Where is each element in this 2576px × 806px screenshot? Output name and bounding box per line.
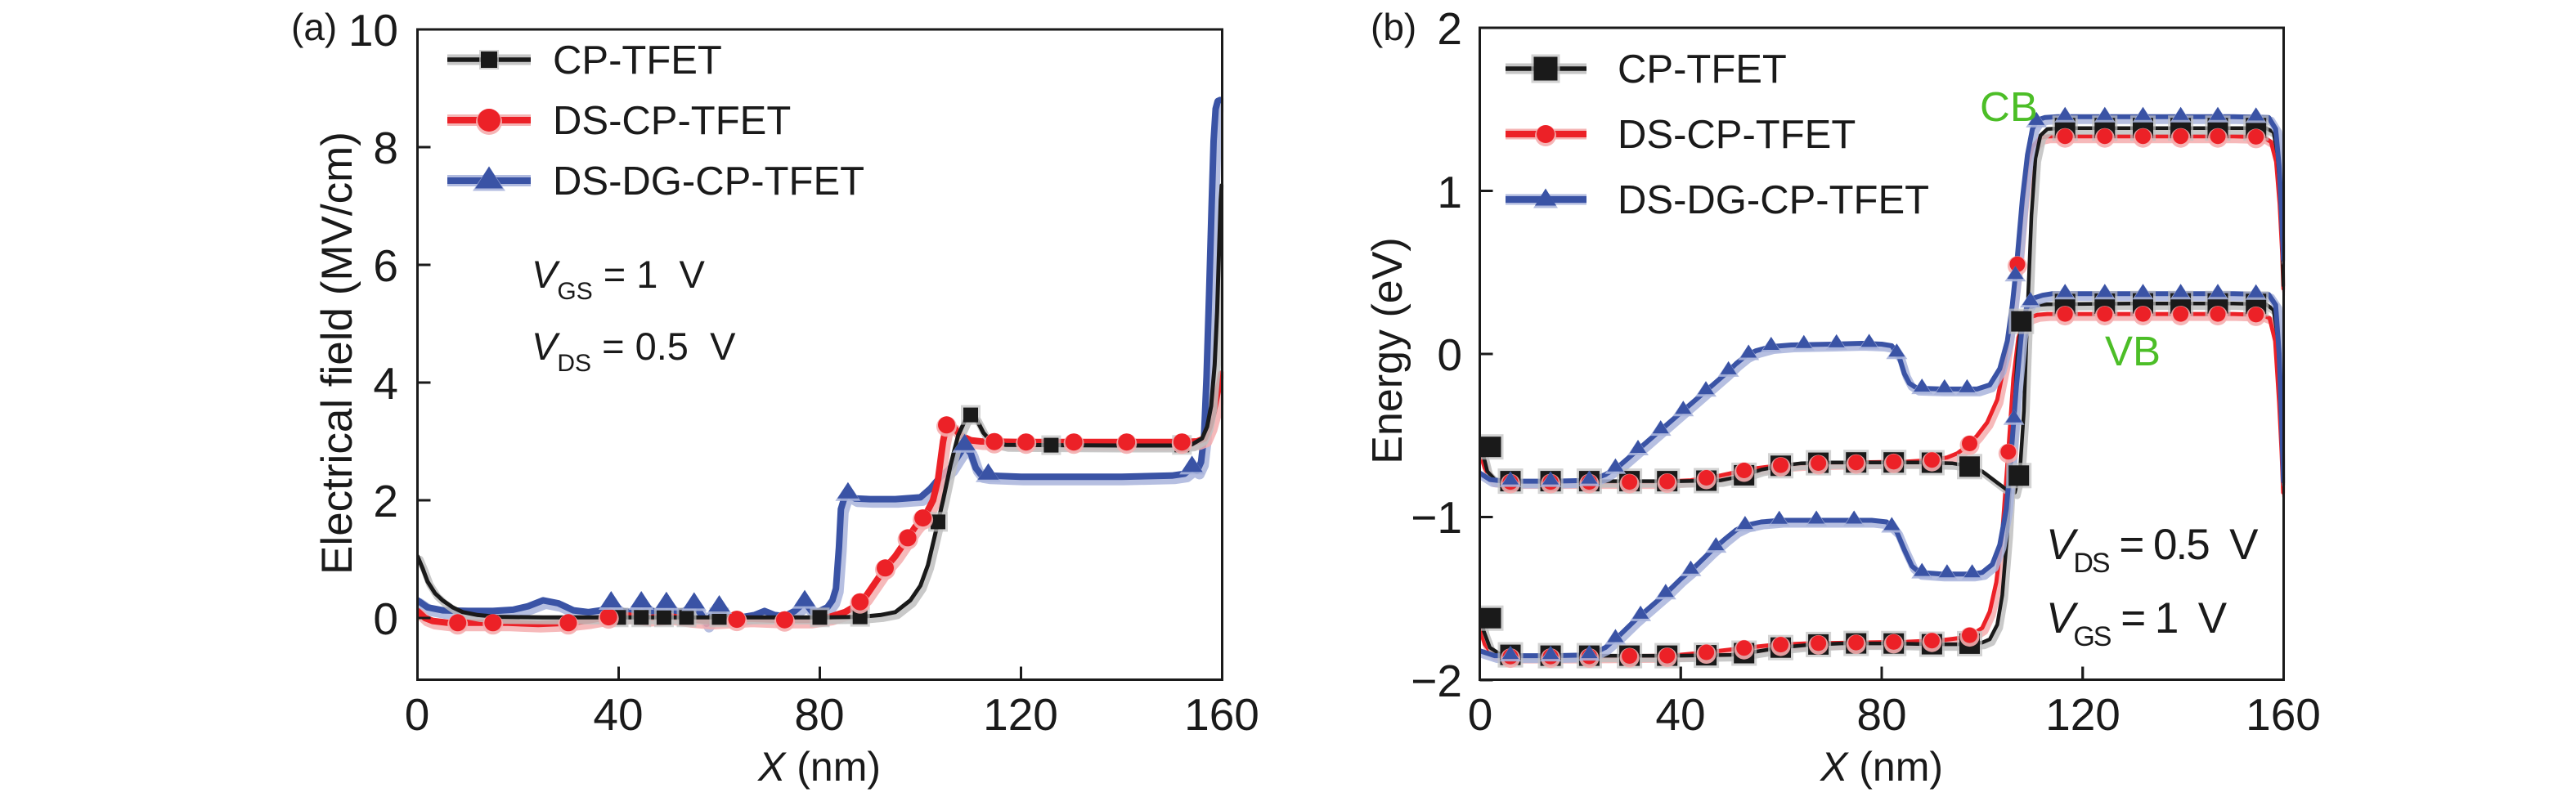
svg-text:DS-CP-TFET: DS-CP-TFET	[1618, 113, 1856, 157]
svg-text:40: 40	[593, 689, 643, 740]
svg-text:2: 2	[1437, 3, 1462, 54]
svg-text:80: 80	[794, 689, 844, 740]
svg-text:8: 8	[373, 123, 398, 173]
svg-text:CP-TFET: CP-TFET	[553, 38, 722, 83]
svg-text:0: 0	[373, 593, 398, 644]
svg-text:160: 160	[1184, 689, 1259, 740]
svg-text:1: 1	[1437, 167, 1462, 217]
svg-text:X (nm): X (nm)	[757, 744, 881, 790]
svg-text:(b): (b)	[1371, 6, 1416, 48]
svg-text:CB: CB	[1980, 83, 2038, 130]
svg-text:−2: −2	[1411, 656, 1462, 706]
svg-text:0: 0	[405, 689, 430, 740]
svg-text:VGS = 1 V: VGS = 1 V	[2046, 594, 2228, 652]
svg-text:VGS = 1 V: VGS = 1 V	[532, 253, 706, 305]
svg-text:DS-CP-TFET: DS-CP-TFET	[553, 99, 791, 143]
svg-text:0: 0	[1437, 329, 1462, 380]
svg-text:Energy (eV): Energy (eV)	[1364, 237, 1411, 463]
svg-text:(a): (a)	[291, 6, 337, 48]
svg-text:−1: −1	[1411, 492, 1462, 543]
svg-text:120: 120	[983, 689, 1058, 740]
svg-text:80: 80	[1856, 689, 1906, 740]
svg-text:120: 120	[2045, 689, 2120, 740]
svg-text:6: 6	[373, 240, 398, 291]
svg-text:40: 40	[1655, 689, 1705, 740]
svg-text:VB: VB	[2105, 328, 2161, 374]
svg-text:2: 2	[373, 476, 398, 526]
svg-text:Electrical field (MV/cm): Electrical field (MV/cm)	[313, 132, 361, 575]
svg-text:0: 0	[1468, 689, 1493, 740]
svg-text:VDS = 0.5 V: VDS = 0.5 V	[532, 325, 736, 377]
svg-text:4: 4	[373, 358, 398, 409]
svg-text:DS-DG-CP-TFET: DS-DG-CP-TFET	[1618, 178, 1929, 222]
svg-text:X (nm): X (nm)	[1820, 744, 1943, 790]
svg-text:10: 10	[348, 5, 398, 56]
svg-text:DS-DG-CP-TFET: DS-DG-CP-TFET	[553, 159, 864, 204]
svg-text:CP-TFET: CP-TFET	[1618, 47, 1787, 92]
svg-text:160: 160	[2246, 689, 2321, 740]
